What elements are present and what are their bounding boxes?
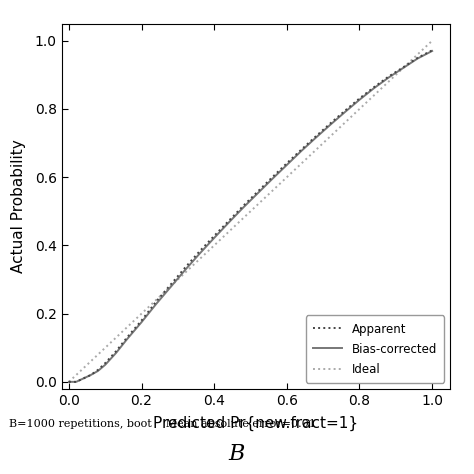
Text: B: B [229, 443, 245, 465]
Legend: Apparent, Bias-corrected, Ideal: Apparent, Bias-corrected, Ideal [306, 315, 445, 383]
X-axis label: Predicted Pr{new.fract=1}: Predicted Pr{new.fract=1} [154, 416, 358, 431]
Text: B=1000 repetitions, boot    Mean absolute error=0.01: B=1000 repetitions, boot Mean absolute e… [9, 419, 316, 429]
Y-axis label: Actual Probability: Actual Probability [11, 139, 27, 273]
